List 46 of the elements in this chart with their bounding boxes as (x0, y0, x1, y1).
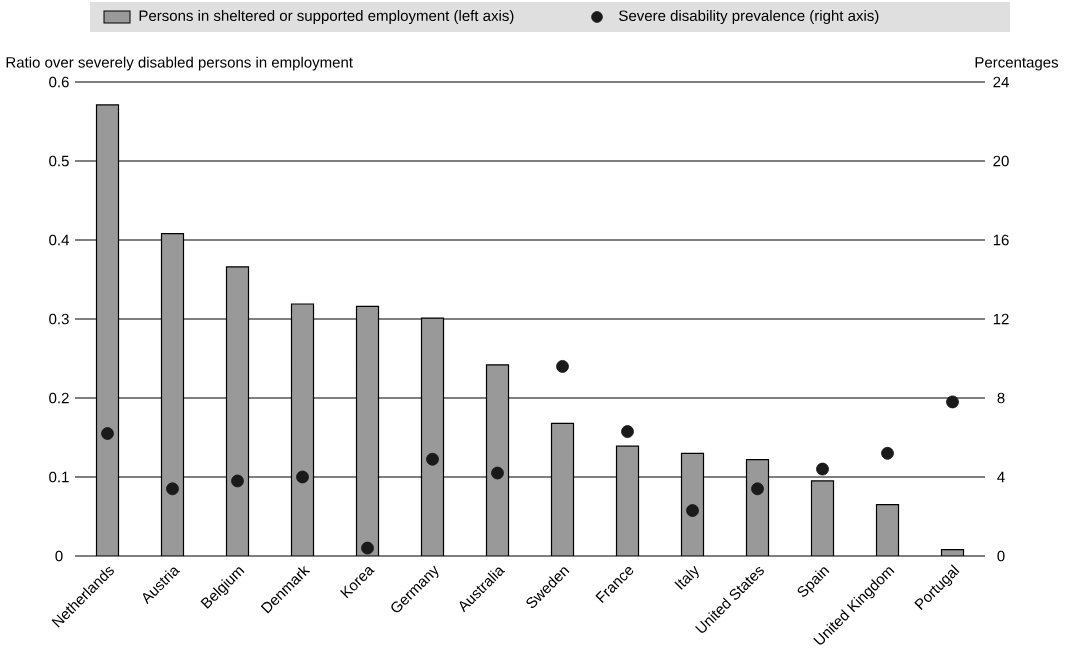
legend-label: Persons in sheltered or supported employment (left axis) (139, 10, 514, 24)
bar (745, 459, 770, 556)
bar (420, 317, 445, 556)
y2-tick-label: 0 (997, 550, 1005, 562)
y2-tick-label: 4 (997, 471, 1005, 483)
bar (225, 266, 250, 556)
bar (355, 305, 380, 556)
y-tick-label: 0.1 (49, 471, 69, 483)
y2-tick-label: 8 (997, 392, 1005, 404)
y-tick-label: 0.6 (49, 76, 69, 88)
point (881, 446, 894, 460)
point (816, 462, 829, 476)
point (686, 504, 699, 517)
point (296, 470, 309, 484)
y-tick-label: 0.3 (49, 313, 69, 325)
point (946, 395, 959, 409)
bar (810, 480, 835, 556)
y2-tick-label: 20 (993, 155, 1009, 167)
y-tick-label: 0.4 (49, 234, 69, 246)
bar (550, 422, 575, 556)
y2-tick-label: 16 (993, 234, 1009, 246)
x-tick-label: Italy (674, 565, 699, 590)
point (166, 482, 179, 496)
point (361, 541, 374, 555)
bar (290, 303, 315, 556)
bar (615, 445, 640, 556)
point (491, 466, 504, 480)
y2-axis-title: Percentages (975, 57, 1059, 71)
bar (485, 364, 510, 556)
bar (160, 233, 185, 556)
point (231, 474, 244, 488)
y-axis-title: Ratio over severely disabled persons in employment (6, 56, 353, 71)
y2-tick-label: 24 (993, 76, 1009, 88)
point (426, 452, 439, 466)
bar (680, 452, 705, 556)
point (751, 482, 764, 496)
y-tick-label: 0.5 (49, 155, 69, 167)
y-tick-label: 0 (55, 550, 63, 562)
point (556, 360, 569, 373)
bar (875, 504, 900, 556)
bar (95, 104, 120, 556)
y-tick-label: 0.2 (49, 392, 69, 404)
point (101, 427, 114, 440)
point (621, 425, 634, 438)
legend-label: Severe disability prevalence (right axis) (619, 10, 879, 24)
y2-tick-label: 12 (993, 313, 1009, 325)
